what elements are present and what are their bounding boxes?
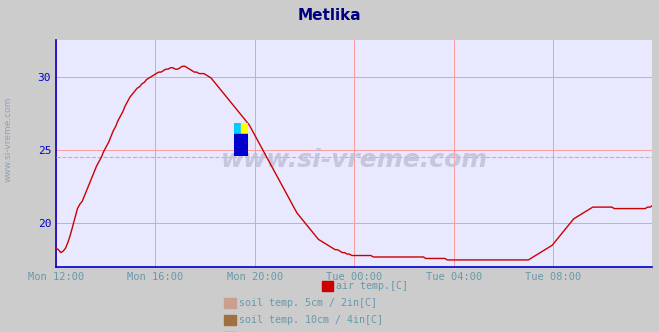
Text: www.si-vreme.com: www.si-vreme.com bbox=[221, 148, 488, 172]
Text: www.si-vreme.com: www.si-vreme.com bbox=[3, 97, 13, 182]
Bar bbox=[234, 134, 248, 156]
Text: air temp.[C]: air temp.[C] bbox=[336, 281, 408, 290]
Text: soil temp. 5cm / 2in[C]: soil temp. 5cm / 2in[C] bbox=[239, 298, 376, 308]
Bar bbox=[241, 123, 248, 134]
Text: soil temp. 10cm / 4in[C]: soil temp. 10cm / 4in[C] bbox=[239, 315, 383, 325]
Text: Metlika: Metlika bbox=[298, 8, 361, 23]
Bar bbox=[234, 123, 241, 134]
